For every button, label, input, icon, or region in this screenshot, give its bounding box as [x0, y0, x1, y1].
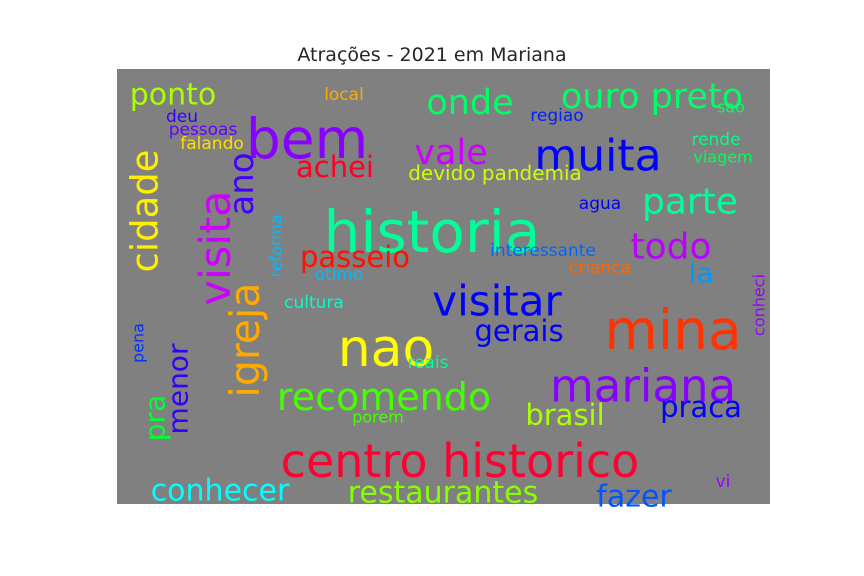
word-visita: visita: [191, 191, 241, 306]
word-passeio: passeio: [300, 240, 410, 274]
word-praca: praca: [660, 390, 742, 424]
word-centro-historico: centro historico: [281, 434, 640, 488]
word-interessante: interessante: [490, 241, 596, 261]
word-achei: achei: [296, 150, 374, 184]
word-crianca: crianca: [569, 258, 631, 278]
word-agua: agua: [579, 194, 621, 214]
word-restaurantes: restaurantes: [348, 476, 539, 511]
word-local: local: [324, 85, 364, 105]
word-visitar: visitar: [432, 277, 562, 326]
word-la: la: [689, 257, 714, 290]
word-mariana: mariana: [550, 360, 736, 413]
word-viagem: viagem: [693, 148, 752, 167]
word-ouro-preto: ouro preto: [561, 77, 743, 117]
word-sao: sao: [717, 98, 745, 117]
word-devido-pandemia: devido pandemia: [408, 161, 582, 185]
word-historia: historia: [324, 198, 541, 266]
word-muita: muita: [534, 131, 661, 182]
word-igreja: igreja: [221, 282, 269, 397]
word-falando: falando: [180, 134, 244, 154]
word-pessoas: pessoas: [169, 120, 238, 140]
word-conheci: conheci: [750, 274, 769, 336]
word-cidade: cidade: [124, 149, 167, 272]
word-otimo: otimo: [315, 265, 364, 285]
word-fazer: fazer: [596, 480, 672, 515]
word-parte: parte: [642, 182, 738, 223]
word-pena: pena: [129, 323, 148, 363]
word-gerais: gerais: [474, 314, 563, 348]
word-brasil: brasil: [525, 398, 604, 432]
word-porem: porem: [352, 408, 404, 427]
word-vale: vale: [414, 133, 487, 173]
word-regiao: regiao: [530, 106, 583, 126]
word-menor: menor: [162, 343, 195, 434]
word-rende: rende: [691, 130, 740, 150]
word-conhecer: conhecer: [151, 474, 290, 509]
word-deu: deu: [166, 107, 198, 127]
word-mina: mina: [604, 298, 741, 362]
word-ano: ano: [222, 152, 262, 215]
word-pra: pra: [139, 395, 172, 441]
cloud-background: [117, 69, 770, 504]
word-nao: nao: [338, 319, 435, 379]
word-cultura: cultura: [284, 293, 344, 313]
word-bem: bem: [246, 107, 368, 171]
word-reforma: reforma: [267, 214, 286, 277]
word-reais: reais: [407, 353, 448, 373]
word-ponto: ponto: [130, 78, 217, 113]
word-todo: todo: [630, 227, 711, 268]
word-onde: onde: [426, 83, 513, 123]
chart-title: Atrações - 2021 em Mariana: [297, 44, 567, 66]
word-recomendo: recomendo: [277, 375, 491, 419]
word-vi: vi: [716, 472, 731, 492]
